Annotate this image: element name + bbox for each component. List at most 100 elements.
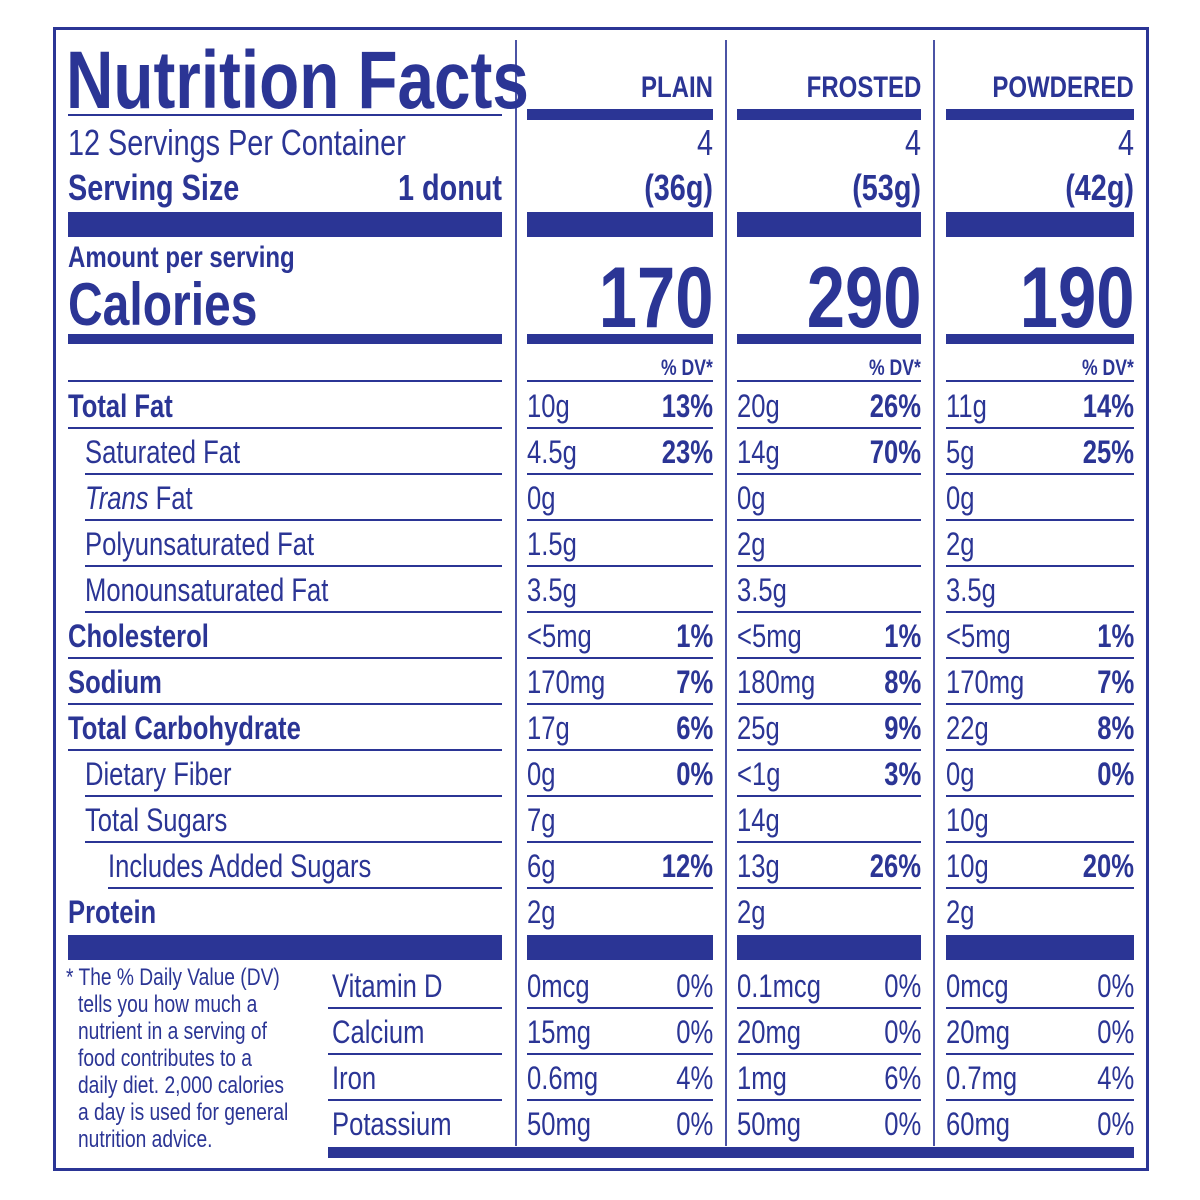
nutrient-amount: 0g [527,482,563,514]
nutrient-dv-text: 9% [884,710,921,746]
vitamin-label: Calcium [332,1016,448,1048]
column-divider [933,40,935,1146]
vitamin-dv-text: 0% [676,1106,713,1142]
column-serving-size: (42g) [1048,170,1134,206]
vitamin-dv: 0% [875,1108,921,1140]
vitamin-amount: 0mcg [946,970,1024,1002]
nutrient-dv: 1% [875,620,921,652]
nutrient-amount: 17g [527,712,580,744]
nutrient-amount: 0g [527,758,563,790]
row-rule [946,1007,1134,1009]
nutrient-amount: 170mg [527,666,625,698]
row-rule [527,841,713,843]
nutrient-amount-text: 17g [527,710,570,746]
column-name: PLAIN [623,73,713,103]
nutrient-dv: 26% [857,390,921,422]
row-rule [737,611,921,613]
vitamin-dv: 6% [875,1062,921,1094]
row-rule [85,795,502,797]
column-name-text: PLAIN [641,71,713,104]
nutrient-label: Protein [68,896,178,928]
vitamin-label-text: Potassium [332,1106,452,1142]
row-rule [85,611,502,613]
nutrient-amount-text: 22g [946,710,989,746]
nutrient-amount-text: 2g [946,526,975,562]
row-rule [946,565,1134,567]
nutrient-dv: 8% [1088,712,1134,744]
nutrient-dv-text: 14% [1082,388,1134,424]
nutrient-amount-text: 0g [946,756,975,792]
footnote-line: a day is used for general [78,1101,341,1125]
row-rule [527,1007,713,1009]
nutrient-label: Saturated Fat [85,436,279,468]
vitamin-label-text: Calcium [332,1014,425,1050]
nutrient-amount: 7g [527,804,563,836]
nutrient-dv-text: 12% [661,848,713,884]
nutrient-dv-text: 20% [1082,848,1134,884]
nutrient-amount-text: 11g [946,388,987,424]
serving-size-value-text: 1 donut [398,167,502,208]
nutrient-label-text: Protein [68,894,157,930]
vitamin-dv: 0% [1088,970,1134,1002]
nutrient-amount: 4.5g [527,436,589,468]
vitamin-dv-text: 0% [884,1014,921,1050]
calories-rule [737,334,921,344]
vitamin-label: Vitamin D [332,970,470,1002]
page-title: Nutrition Facts [66,40,645,122]
row-rule [527,749,713,751]
row-rule [85,841,502,843]
nutrient-dv-text: 7% [1097,664,1134,700]
nutrient-label-text: Cholesterol [68,618,209,654]
dv-header: % DV* [648,357,713,379]
column-name: POWDERED [957,73,1134,103]
thick-rule [68,935,502,960]
vitamin-dv: 0% [667,1108,713,1140]
nutrient-amount-text: 13g [737,848,780,884]
nutrient-amount: 10g [946,850,999,882]
nutrient-amount-text: 0g [737,480,766,516]
row-rule [328,1053,502,1055]
nutrient-amount-text: 10g [527,388,570,424]
serving-size-label: Serving Size [68,170,282,206]
vitamin-dv: 4% [1088,1062,1134,1094]
row-rule [737,657,921,659]
nutrient-dv: 14% [1070,390,1134,422]
nutrient-amount: 170mg [946,666,1044,698]
footnote-line: daily diet. 2,000 calories [78,1074,335,1098]
nutrient-dv-text: 1% [884,618,921,654]
row-rule [737,841,921,843]
nutrient-amount: 10g [527,390,580,422]
vitamin-dv-text: 0% [884,1106,921,1142]
calories-rule [946,334,1134,344]
nutrient-amount: 2g [737,528,773,560]
dv-header-text: % DV* [869,355,921,380]
nutrient-dv-text: 0% [676,756,713,792]
row-rule [328,1007,502,1009]
vitamin-amount-text: 0.6mg [527,1060,599,1096]
vitamin-label: Iron [332,1062,387,1094]
nutrient-label-text: Includes Added Sugars [108,848,372,884]
nutrient-amount-text: 10g [946,802,989,838]
vitamin-amount-text: 50mg [527,1106,592,1142]
nutrient-dv: 1% [667,620,713,652]
vitamin-dv: 0% [667,970,713,1002]
row-rule [946,795,1134,797]
nutrient-label: Total Sugars [85,804,263,836]
nutrient-amount-text: 4.5g [527,434,577,470]
nutrient-label: Sodium [68,666,185,698]
nutrient-amount: 13g [737,850,790,882]
column-serving-size-text: (42g) [1065,167,1134,208]
row-rule [946,657,1134,659]
thick-rule [527,212,713,237]
dv-header: % DV* [1069,357,1134,379]
nutrient-amount: 6g [527,850,563,882]
vitamin-dv-text: 0% [1097,1014,1134,1050]
vitamin-amount: 0.7mg [946,1062,1035,1094]
nutrient-dv: 26% [857,850,921,882]
vitamin-dv-text: 0% [1097,1106,1134,1142]
title-rule [68,114,502,116]
row-rule [328,1099,502,1101]
page-title-text: Nutrition Facts [66,35,529,126]
footnote-line-text: a day is used for general [78,1099,289,1126]
nutrient-amount-text: 7g [527,802,556,838]
